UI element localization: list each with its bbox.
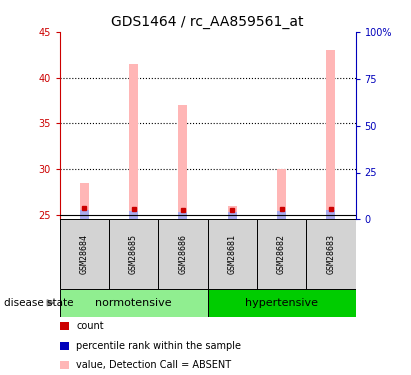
Bar xyxy=(257,219,306,289)
Bar xyxy=(306,219,356,289)
Bar xyxy=(208,219,257,289)
Text: normotensive: normotensive xyxy=(95,298,172,308)
Bar xyxy=(228,206,237,219)
Bar xyxy=(228,211,237,219)
Bar xyxy=(80,210,89,219)
Text: disease state: disease state xyxy=(4,298,74,308)
Title: GDS1464 / rc_AA859561_at: GDS1464 / rc_AA859561_at xyxy=(111,15,304,30)
Text: GSM28684: GSM28684 xyxy=(80,234,89,274)
Bar xyxy=(60,219,109,289)
Bar xyxy=(326,50,335,219)
Text: GSM28681: GSM28681 xyxy=(228,234,237,274)
Text: count: count xyxy=(76,321,104,331)
Bar xyxy=(178,212,187,219)
Text: GSM28682: GSM28682 xyxy=(277,234,286,274)
Text: GSM28683: GSM28683 xyxy=(326,234,335,274)
Text: value, Detection Call = ABSENT: value, Detection Call = ABSENT xyxy=(76,360,231,370)
Bar xyxy=(80,183,89,219)
Bar xyxy=(178,105,187,219)
Bar xyxy=(109,219,158,289)
Text: GSM28686: GSM28686 xyxy=(178,234,187,274)
Bar xyxy=(129,64,138,219)
Bar xyxy=(326,210,335,219)
Bar xyxy=(208,289,356,317)
Text: hypertensive: hypertensive xyxy=(245,298,318,308)
Bar xyxy=(60,289,208,317)
Text: GSM28685: GSM28685 xyxy=(129,234,138,274)
Text: percentile rank within the sample: percentile rank within the sample xyxy=(76,341,241,351)
Bar xyxy=(158,219,208,289)
Bar xyxy=(129,211,138,219)
Bar xyxy=(277,169,286,219)
Bar xyxy=(277,211,286,219)
